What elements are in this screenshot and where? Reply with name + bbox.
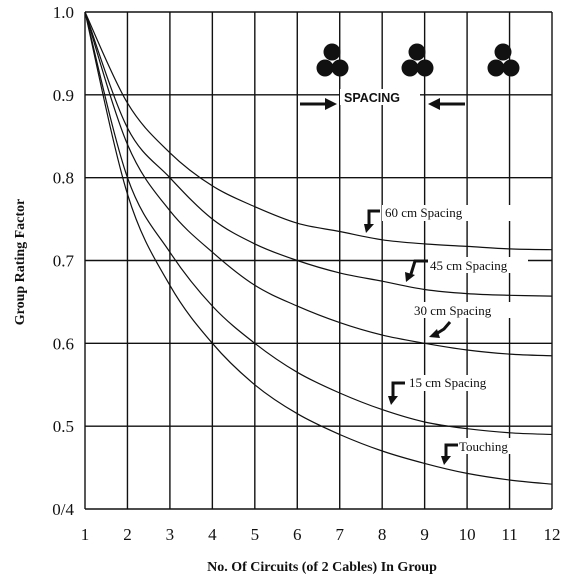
spacing-label: SPACING: [344, 91, 400, 105]
y-axis-title: Group Rating Factor: [13, 199, 28, 326]
series-annotations: 60 cm Spacing 45 cm Spacing 30 cm Spacin…: [364, 205, 528, 465]
spacing-arrow-left-icon: [300, 98, 337, 110]
pointer-arrow-icon: [409, 259, 428, 275]
annotation-45cm-label: 45 cm Spacing: [430, 258, 508, 273]
y-tick-label: 0.6: [53, 334, 74, 353]
y-tick-label: 0/4: [52, 500, 74, 519]
series-curves: [84, 11, 553, 485]
x-tick-label: 6: [293, 525, 302, 544]
annotation-60cm-label: 60 cm Spacing: [385, 205, 463, 220]
pointer-arrow-icon: [444, 443, 458, 458]
x-tick-label: 11: [501, 525, 517, 544]
x-axis-title: No. Of Circuits (of 2 Cables) In Group: [207, 560, 437, 575]
annotation-60cm: 60 cm Spacing: [364, 205, 514, 233]
cable-group-icon: [487, 43, 520, 77]
pointer-arrow-icon: [367, 209, 380, 227]
grid-lines: [84, 11, 553, 510]
y-tick-label: 1.0: [53, 3, 74, 22]
x-tick-label: 8: [378, 525, 387, 544]
y-tick-labels: 0/4 0.5 0.6 0.7 0.8 0.9 1.0: [52, 3, 74, 519]
y-tick-label: 0.5: [53, 417, 74, 436]
y-tick-label: 0.8: [53, 169, 74, 188]
annotation-touching-label: Touching: [459, 439, 508, 454]
annotation-30cm-label: 30 cm Spacing: [414, 303, 492, 318]
x-tick-label: 12: [544, 525, 561, 544]
spacing-arrow-right-icon: [428, 98, 465, 110]
annotation-30cm: 30 cm Spacing: [412, 302, 512, 338]
x-tick-labels: 1 2 3 4 5 6 7 8 9 10 11 12: [81, 525, 561, 544]
x-tick-label: 9: [420, 525, 429, 544]
x-tick-label: 2: [123, 525, 132, 544]
series-line-4: [84, 11, 553, 436]
annotation-15cm-label: 15 cm Spacing: [409, 375, 487, 390]
cable-group-icon: [316, 43, 349, 77]
pointer-arrow-icon: [435, 321, 452, 336]
series-line-1: [84, 11, 553, 251]
series-line-2: [84, 11, 553, 297]
annotation-touching: Touching: [441, 438, 523, 465]
x-tick-label: 5: [251, 525, 260, 544]
y-tick-label: 0.9: [53, 86, 74, 105]
x-tick-label: 1: [81, 525, 90, 544]
annotation-15cm: 15 cm Spacing: [388, 375, 507, 405]
x-tick-label: 10: [459, 525, 476, 544]
pointer-arrow-icon: [391, 381, 405, 398]
cable-group-icon: [401, 43, 434, 77]
annotation-45cm: 45 cm Spacing: [405, 257, 528, 282]
series-line-3: [84, 11, 553, 357]
x-tick-label: 7: [335, 525, 344, 544]
cable-spacing-illustration: SPACING: [300, 43, 520, 110]
x-tick-label: 3: [166, 525, 175, 544]
x-tick-label: 4: [208, 525, 217, 544]
series-line-5: [84, 11, 553, 485]
y-tick-label: 0.7: [53, 252, 75, 271]
